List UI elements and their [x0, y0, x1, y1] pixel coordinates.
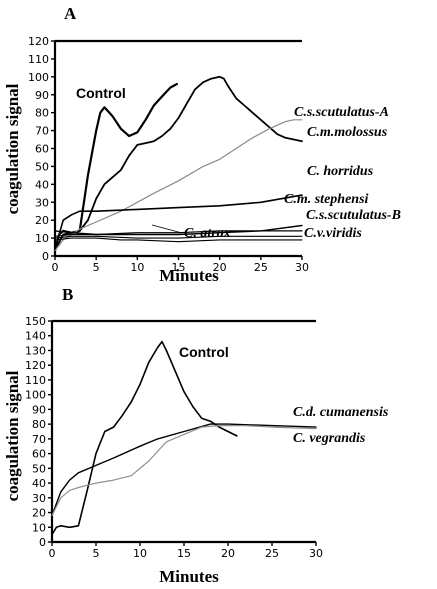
series-line-c-vegrandis — [51, 425, 317, 517]
y-tick-label: 150 — [25, 315, 46, 328]
y-tick-label: 120 — [25, 359, 46, 372]
x-tick-label: 5 — [93, 547, 100, 560]
series-label-cm-stephensi: C.m. stephensi — [284, 192, 369, 207]
y-tick-label: 140 — [25, 330, 46, 343]
series-label-control: Control — [76, 85, 126, 101]
panel-a-x-axis-title: Minutes — [159, 266, 219, 285]
series-line-c-horridus — [54, 194, 303, 250]
x-tick-label: 0 — [49, 547, 56, 560]
y-tick-label: 60 — [32, 448, 46, 461]
y-tick-label: 40 — [35, 178, 49, 191]
x-tick-label: 30 — [309, 547, 323, 560]
y-tick-label: 120 — [28, 35, 49, 48]
series-line-c-s-scutulatus-b — [54, 230, 303, 237]
series-label-b-control: Control — [179, 344, 229, 360]
x-tick-label: 5 — [93, 261, 100, 274]
panel-b-x-axis-title: Minutes — [159, 567, 219, 586]
panel-b-chart: B coagulation signal Minutes 01020304050… — [3, 285, 389, 586]
y-tick-label: 70 — [32, 433, 46, 446]
y-tick-label: 110 — [25, 374, 46, 387]
y-tick-label: 20 — [32, 507, 46, 520]
y-tick-label: 20 — [35, 214, 49, 227]
y-tick-label: 30 — [35, 196, 49, 209]
y-tick-label: 110 — [28, 53, 49, 66]
series-line-c-v-viridis — [54, 235, 303, 239]
series-line-c-s-scutulatus-a — [54, 119, 303, 252]
series-line-control — [51, 340, 238, 536]
x-tick-label: 10 — [133, 547, 147, 560]
series-line-c-atrox — [54, 237, 303, 243]
series-label-cs-scutulatus-b: C.s.scutulatus-B — [306, 208, 401, 223]
y-tick-label: 60 — [35, 143, 49, 156]
y-tick-label: 90 — [35, 89, 49, 102]
y-tick-label: 130 — [25, 344, 46, 357]
panel-b-y-axis-title: coagulation signal — [3, 370, 22, 501]
x-tick-label: 20 — [213, 261, 227, 274]
series-label-cm-molossus: C.m.molossus — [307, 125, 388, 140]
panel-a-series-lines — [53, 75, 303, 252]
panel-a-letter: A — [64, 4, 77, 23]
y-tick-label: 0 — [39, 536, 46, 549]
y-tick-label: 80 — [35, 107, 49, 120]
series-label-cv-viridis: C.v.viridis — [304, 226, 362, 241]
panel-a-y-axis-title: coagulation signal — [3, 83, 22, 214]
y-tick-label: 10 — [32, 521, 46, 534]
x-tick-label: 25 — [254, 261, 268, 274]
series-line-c-m-molossus — [54, 75, 303, 252]
x-tick-label: 15 — [172, 261, 186, 274]
panel-a-chart: A coagulation signal Minutes 01020304050… — [3, 4, 401, 285]
y-tick-label: 50 — [35, 160, 49, 173]
x-tick-label: 25 — [265, 547, 279, 560]
series-label-c-atrox: C. atrox — [184, 226, 231, 241]
series-label-c-vegrandis: C. vegrandis — [293, 431, 366, 446]
x-tick-label: 20 — [221, 547, 235, 560]
panel-b-series-lines — [51, 340, 317, 536]
y-tick-label: 100 — [25, 389, 46, 402]
y-tick-label: 30 — [32, 492, 46, 505]
panel-b-series-labels: Control C.d. cumanensis C. vegrandis — [179, 344, 389, 446]
series-line-c-d-cumanensis — [51, 423, 317, 517]
leader-c-atrox — [151, 224, 183, 234]
panel-a-series-labels: Control C.s.scutulatus-A C.m.molossus C.… — [76, 85, 401, 241]
series-label-cs-scutulatus-a: C.s.scutulatus-A — [294, 105, 389, 120]
panel-a-ticks: 0 10 20 30 40 50 60 70 80 90 100 110 120 0 5 10 15 20 25 30 — [28, 35, 309, 274]
y-tick-label: 10 — [35, 232, 49, 245]
series-line-control — [53, 82, 178, 252]
y-tick-label: 40 — [32, 477, 46, 490]
y-tick-label: 50 — [32, 462, 46, 475]
y-tick-label: 100 — [28, 71, 49, 84]
y-tick-label: 80 — [32, 418, 46, 431]
series-label-cd-cumanensis: C.d. cumanensis — [293, 405, 389, 420]
x-tick-label: 15 — [177, 547, 191, 560]
y-tick-label: 90 — [32, 403, 46, 416]
y-tick-label: 0 — [42, 250, 49, 263]
panel-b-letter: B — [62, 285, 73, 304]
x-tick-label: 0 — [52, 261, 59, 274]
series-label-c-horridus: C. horridus — [307, 164, 374, 179]
x-tick-label: 30 — [295, 261, 309, 274]
x-tick-label: 10 — [130, 261, 144, 274]
y-tick-label: 70 — [35, 125, 49, 138]
